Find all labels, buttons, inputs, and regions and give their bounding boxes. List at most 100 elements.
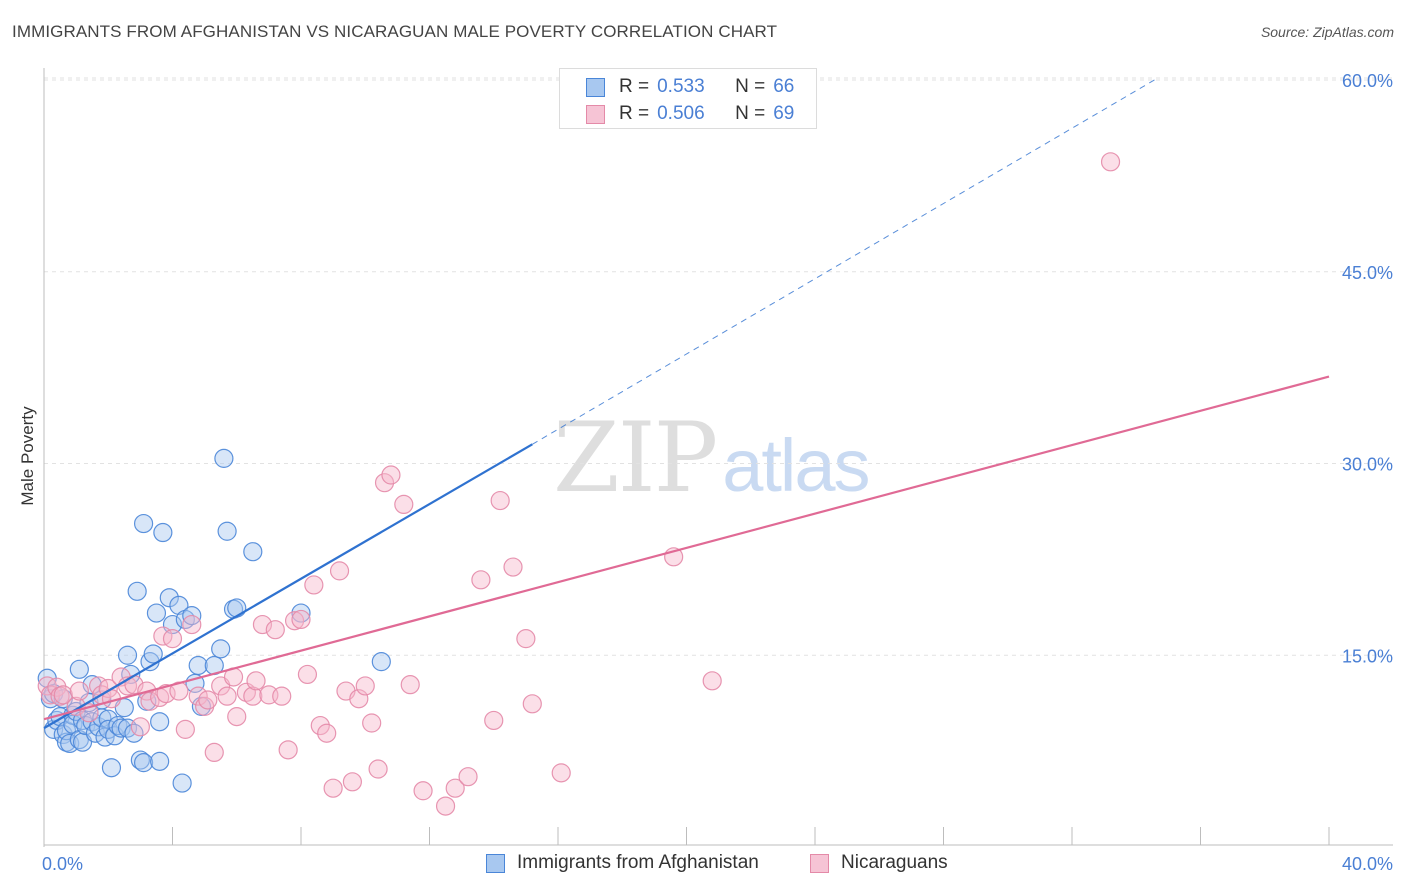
point-nicaraguans (246, 671, 266, 691)
point-afghanistan (117, 645, 138, 665)
legend-r-value: 0.506 (657, 103, 705, 124)
legend-item-nicaraguans: Nicaraguans (810, 852, 948, 874)
point-afghanistan (188, 655, 208, 676)
point-nicaraguans (374, 473, 395, 493)
point-nicaraguans (490, 490, 510, 511)
correlation-legend: R = 0.533 N = 66 R = 0.506 N = 69 (559, 68, 817, 129)
point-nicaraguans (702, 671, 722, 691)
point-afghanistan (217, 521, 237, 541)
point-nicaraguans (169, 681, 189, 701)
point-afghanistan (133, 753, 154, 773)
point-afghanistan (169, 595, 189, 615)
point-nicaraguans (252, 614, 273, 635)
point-nicaraguans (272, 686, 292, 706)
point-nicaraguans (445, 778, 465, 798)
point-nicaraguans (297, 664, 318, 685)
point-nicaraguans (162, 629, 183, 649)
point-afghanistan (133, 513, 154, 534)
point-nicaraguans (291, 609, 311, 630)
legend-n-label: N = (735, 103, 766, 124)
x-tick-label: 0.0% (42, 854, 83, 874)
axes (43, 68, 1393, 847)
y-tick-label: 60.0% (1342, 71, 1393, 91)
series-nicaraguans-points (37, 152, 1121, 816)
legend-n-value: 69 (773, 103, 795, 124)
point-nicaraguans (522, 694, 542, 714)
point-nicaraguans (50, 686, 70, 706)
point-nicaraguans (471, 570, 491, 590)
legend-row-nicaraguans: R = 0.506 N = 69 (586, 103, 794, 125)
point-nicaraguans (484, 710, 504, 731)
point-afghanistan (127, 581, 147, 601)
point-nicaraguans (69, 681, 89, 701)
point-nicaraguans (278, 740, 298, 760)
point-nicaraguans (381, 465, 401, 485)
point-afghanistan (227, 598, 247, 618)
point-afghanistan (172, 773, 192, 793)
legend-label-afghanistan: Immigrants from Afghanistan (517, 852, 759, 873)
point-nicaraguans (458, 767, 478, 787)
point-nicaraguans (503, 557, 523, 577)
legend-swatch-pink (586, 104, 605, 124)
point-nicaraguans (284, 611, 305, 631)
point-nicaraguans (175, 719, 195, 739)
legend-swatch-pink (810, 853, 829, 873)
point-afghanistan (291, 603, 311, 623)
point-nicaraguans (362, 713, 382, 733)
grid-lines (44, 77, 1393, 656)
point-afghanistan (150, 751, 170, 771)
point-afghanistan (159, 588, 179, 608)
tick-labels: 15.0% 30.0% 45.0% 60.0% 0.0% 40.0% (42, 71, 1393, 874)
point-nicaraguans (188, 686, 208, 706)
trend-line-afghanistan-extension (532, 77, 1159, 445)
point-afghanistan (153, 522, 173, 543)
legend-swatch-blue (486, 853, 505, 873)
point-nicaraguans (329, 561, 350, 581)
y-tick-label: 15.0% (1342, 646, 1393, 666)
point-nicaraguans (130, 717, 150, 737)
point-nicaraguans (53, 685, 73, 705)
point-nicaraguans (342, 772, 362, 792)
point-nicaraguans (227, 707, 247, 727)
point-afghanistan (214, 448, 234, 468)
source-label: Source: ZipAtlas.com (1260, 24, 1394, 40)
trend-line-nicaraguans (43, 375, 1330, 721)
trend-lines (43, 77, 1330, 730)
y-tick-label: 45.0% (1342, 263, 1393, 283)
point-nicaraguans (413, 781, 433, 801)
point-nicaraguans (204, 742, 224, 763)
point-nicaraguans (243, 686, 263, 706)
point-nicaraguans (394, 494, 414, 515)
legend-r-label: R = (619, 76, 650, 97)
legend-swatch-blue (586, 77, 605, 97)
point-nicaraguans (323, 778, 343, 798)
series-legend: Immigrants from Afghanistan Nicaraguans (0, 852, 1406, 878)
legend-label-nicaraguans: Nicaraguans (841, 852, 948, 873)
point-nicaraguans (435, 796, 456, 816)
trend-line-afghanistan (43, 443, 533, 730)
point-nicaraguans (304, 575, 324, 595)
point-nicaraguans (355, 676, 375, 696)
legend-n-value: 66 (773, 76, 795, 97)
point-afghanistan (243, 542, 263, 562)
legend-n-label: N = (735, 76, 766, 97)
point-nicaraguans (198, 690, 218, 710)
y-tick-label: 30.0% (1342, 455, 1393, 475)
point-nicaraguans (317, 723, 337, 743)
x-tick-label: 40.0% (1342, 854, 1393, 874)
point-afghanistan (146, 603, 167, 623)
point-afghanistan (150, 712, 170, 732)
point-nicaraguans (217, 686, 237, 706)
y-axis-label: Male Poverty (18, 406, 37, 506)
point-nicaraguans (140, 691, 160, 711)
point-afghanistan (371, 652, 391, 672)
point-afghanistan (130, 750, 150, 770)
point-afghanistan (111, 718, 131, 738)
point-afghanistan (143, 644, 163, 664)
point-nicaraguans (1100, 152, 1121, 172)
legend-row-afghanistan: R = 0.533 N = 66 (586, 76, 794, 98)
point-afghanistan (69, 659, 89, 679)
point-nicaraguans (368, 759, 388, 779)
legend-r-label: R = (619, 103, 650, 124)
